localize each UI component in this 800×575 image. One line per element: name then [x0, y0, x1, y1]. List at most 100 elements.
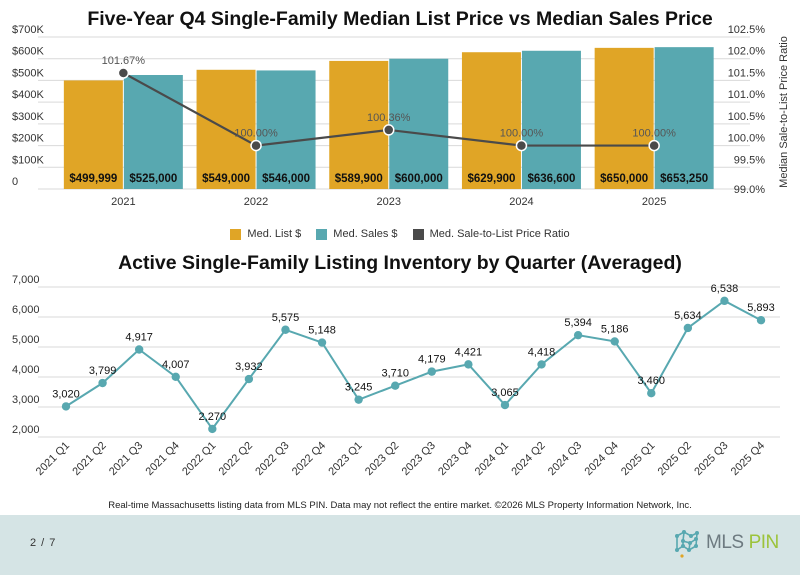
x-axis-tick-label: 2024 Q4 [582, 440, 620, 478]
bar-sales-price [654, 47, 714, 189]
inventory-point [537, 360, 546, 369]
ratio-point [515, 139, 528, 152]
logo-wordmark: MLS PIN [706, 532, 779, 554]
left-axis-tick-label: $500K [12, 67, 44, 79]
x-axis-tick-label: 2023 Q2 [363, 440, 401, 478]
inventory-point [427, 367, 436, 376]
inventory-data-label: 4,179 [418, 354, 446, 366]
left-axis-tick-label: $100K [12, 154, 44, 166]
network-logo-icon [675, 530, 699, 558]
bar-label-sales-price: $546,000 [262, 173, 310, 185]
ratio-point [250, 139, 262, 152]
legend-label-ratio: Med. Sale-to-List Price Ratio [429, 228, 570, 240]
legend-swatch-ratio [412, 228, 424, 240]
inventory-point [756, 316, 766, 325]
inventory-data-label: 3,932 [235, 361, 263, 373]
x-axis-tick-label: 2021 [111, 196, 135, 208]
bar-sales-price [123, 75, 183, 189]
ratio-point [117, 67, 130, 79]
x-axis-tick-label: 2025 [642, 196, 666, 208]
inventory-data-label: 6,538 [711, 283, 739, 295]
inventory-data-label: 3,245 [345, 382, 373, 394]
inventory-data-label: 3,065 [491, 387, 519, 399]
inventory-data-label: 4,917 [125, 331, 153, 343]
y-axis-tick-label: 2,000 [12, 424, 40, 436]
inventory-chart-gridlines [38, 286, 780, 438]
ratio-data-label: 101.67% [102, 55, 146, 67]
x-axis-tick-label: 2022 Q4 [290, 440, 328, 478]
legend-label-list-price: Med. List $ [247, 228, 302, 240]
inventory-point [647, 389, 656, 398]
price-chart-bars: $499,999 $525,000 $549,000 $546,000 $589,900… [63, 47, 714, 190]
inventory-point [573, 330, 583, 340]
bar-label-list-price: $589,900 [335, 173, 383, 185]
right-axis-tick-label: 101.5% [728, 67, 766, 79]
x-axis-tick-label: 2024 [509, 196, 533, 208]
x-axis-tick-label: 2021 Q3 [107, 440, 145, 478]
inventory-data-label: 3,020 [52, 388, 80, 400]
right-axis-tick-label: 100.5% [728, 111, 766, 123]
inventory-data-label: 3,799 [89, 365, 117, 377]
ratio-point [648, 139, 660, 152]
inventory-point [208, 424, 217, 434]
bar-label-list-price: $650,000 [600, 173, 648, 185]
x-axis-tick-label: 2024 Q3 [546, 440, 584, 478]
x-axis-tick-label: 2023 [377, 196, 401, 208]
inventory-point [317, 338, 327, 347]
ratio-point [383, 124, 395, 136]
bar-list-price [461, 52, 521, 190]
legend-item-sales-price: Med. Sales $ [316, 228, 398, 240]
legend-item-list-price: Med. List $ [230, 228, 301, 240]
left-axis-tick-label: $300K [12, 111, 44, 123]
price-chart: Five-Year Q4 Single-Family Median List P… [12, 8, 790, 208]
inventory-point [391, 381, 400, 390]
x-axis-tick-label: 2025 Q1 [619, 440, 657, 478]
bar-list-price [63, 80, 123, 189]
left-axis-tick-label: $400K [12, 89, 44, 101]
right-axis-tick-label: 102.0% [728, 46, 766, 58]
mls-pin-logo: MLS PIN [672, 528, 779, 558]
inventory-data-label: 3,710 [381, 368, 409, 380]
x-axis-tick-label: 2022 Q3 [253, 440, 291, 478]
x-axis-tick-label: 2025 Q3 [692, 440, 730, 478]
legend-item-ratio: Med. Sale-to-List Price Ratio [412, 228, 570, 240]
bar-label-sales-price: $636,600 [527, 173, 575, 185]
x-axis-tick-label: 2021 Q4 [144, 440, 182, 478]
bar-label-list-price: $629,900 [467, 173, 515, 185]
inventory-point [610, 337, 619, 346]
data-source-caption: Real-time Massachusetts listing data fro… [108, 500, 692, 511]
price-chart-x-axis: 2021 2022 2023 2024 2025 [111, 196, 666, 208]
legend-swatch-list-price [230, 228, 242, 240]
x-axis-tick-label: 2022 [244, 196, 268, 208]
left-axis-tick-label: $200K [12, 133, 44, 145]
x-axis-tick-label: 2022 Q1 [180, 440, 218, 478]
inventory-point [281, 325, 290, 334]
y-axis-tick-label: 3,000 [12, 394, 40, 406]
page-number: 2 / 7 [30, 537, 57, 549]
right-axis-tick-label: 99.0% [734, 184, 765, 196]
inventory-point [464, 360, 473, 369]
legend-label-sales-price: Med. Sales $ [333, 228, 398, 240]
inventory-point [61, 402, 71, 411]
right-axis-tick-label: 102.5% [728, 24, 766, 36]
y-axis-tick-label: 7,000 [12, 274, 40, 286]
price-chart-left-axis: 0 $100K $200K $300K $400K $500K $600K $700K [12, 24, 44, 188]
ratio-data-label: 100.00% [234, 128, 278, 140]
inventory-data-label: 3,460 [638, 375, 666, 387]
x-axis-tick-label: 2023 Q4 [436, 440, 474, 478]
left-axis-tick-label: 0 [12, 176, 18, 188]
x-axis-tick-label: 2023 Q1 [326, 440, 364, 478]
left-axis-tick-label: $700K [12, 24, 44, 36]
inventory-data-label: 5,634 [674, 310, 702, 322]
inventory-point [720, 296, 729, 306]
x-axis-tick-label: 2022 Q2 [217, 440, 255, 478]
inventory-chart-line: 3,020 3,799 4,917 4,007 2,270 3,932 5,575 5,148… [52, 283, 775, 434]
right-axis-tick-label: 101.0% [728, 89, 766, 101]
y-axis-tick-label: 5,000 [12, 334, 40, 346]
bar-sales-price [521, 50, 581, 189]
inventory-point [354, 395, 363, 404]
inventory-data-label: 5,893 [747, 302, 775, 314]
price-chart-ratio-line: 101.67% 100.00% 100.36% 100.00% 100.00% [102, 55, 676, 152]
inventory-data-label: 5,148 [308, 325, 336, 337]
